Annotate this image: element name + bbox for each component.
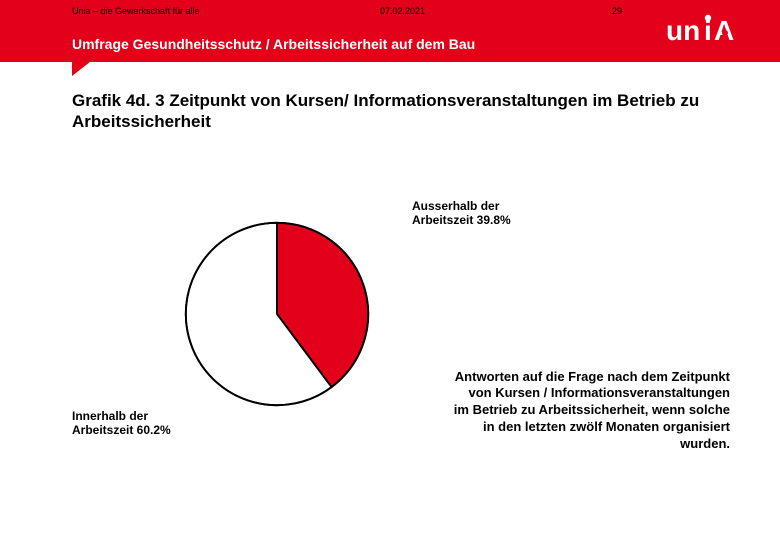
slice-label-innerhalb: Innerhalb der Arbeitszeit 60.2% — [72, 409, 212, 438]
chart-caption: Antworten auf die Frage nach dem Zeitpun… — [450, 369, 730, 453]
page-title: Umfrage Gesundheitsschutz / Arbeitssiche… — [72, 36, 475, 52]
chart-title: Grafik 4d. 3 Zeitpunkt von Kursen/ Infor… — [72, 90, 750, 133]
header-band: Unia – die Gewerkschaft für alle 07.02.2… — [0, 0, 780, 62]
unia-logo: un i A — [666, 14, 752, 53]
svg-text:un: un — [666, 15, 700, 46]
header-page-number: 29 — [612, 6, 622, 16]
content-area: Grafik 4d. 3 Zeitpunkt von Kursen/ Infor… — [0, 62, 780, 499]
slice-label-ausserhalb: Ausserhalb der Arbeitszeit 39.8% — [412, 199, 552, 228]
pie-chart — [182, 219, 372, 409]
chart-area: Ausserhalb der Arbeitszeit 39.8% Innerha… — [72, 139, 750, 499]
org-line: Unia – die Gewerkschaft für alle — [72, 6, 200, 16]
header-tab-nub — [72, 62, 90, 76]
header-date: 07.02.2021 — [380, 6, 425, 16]
